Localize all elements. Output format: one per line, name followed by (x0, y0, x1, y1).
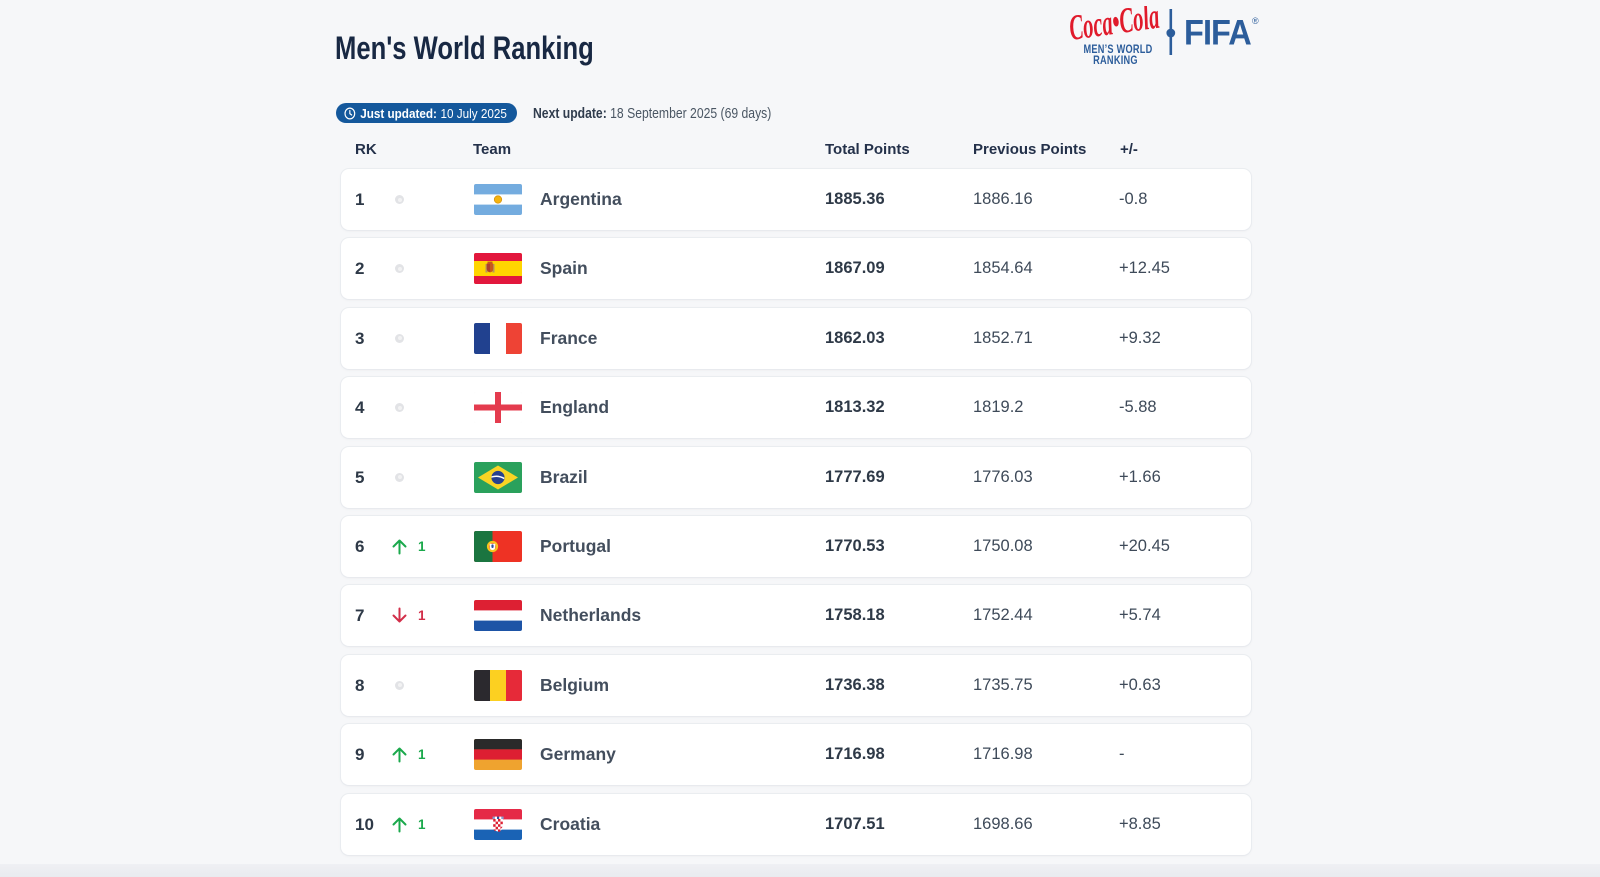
svg-text:RANKING: RANKING (1093, 55, 1138, 67)
svg-text:®: ® (1252, 16, 1259, 26)
svg-text:MEN’S WORLD: MEN’S WORLD (1083, 44, 1152, 56)
svg-text:Coca•Cola: Coca•Cola (1067, 6, 1162, 49)
svg-text:FIFA: FIFA (1184, 13, 1251, 52)
